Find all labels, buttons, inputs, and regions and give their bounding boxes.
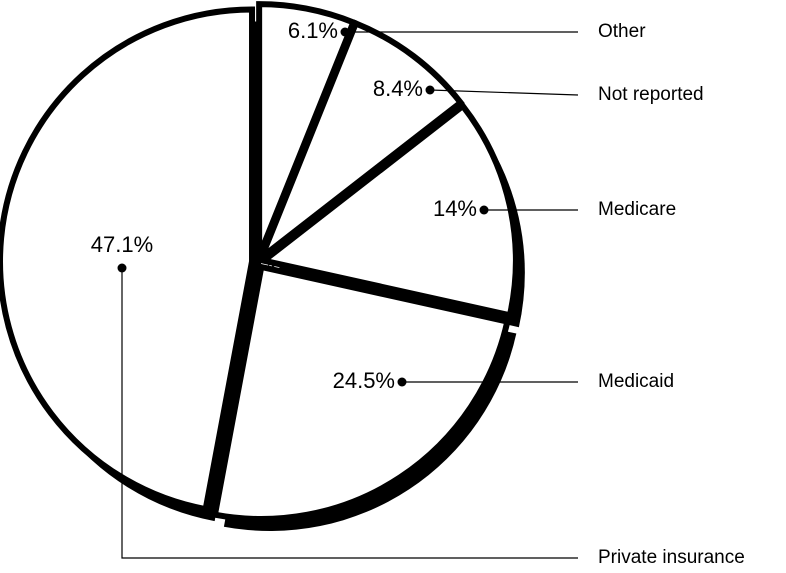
category-label: Private insurance xyxy=(598,547,745,568)
category-label: Not reported xyxy=(598,84,704,105)
label-dot xyxy=(425,85,435,95)
label-dot xyxy=(479,205,489,215)
value-label: 47.1% xyxy=(91,232,153,257)
value-label: 14% xyxy=(433,196,477,221)
category-label: Medicaid xyxy=(598,371,674,392)
category-label: Medicare xyxy=(598,199,676,220)
slice xyxy=(0,6,256,513)
slice xyxy=(256,101,519,319)
value-label: 24.5% xyxy=(333,368,395,393)
leader-line xyxy=(429,89,579,96)
value-label: 6.1% xyxy=(288,18,338,43)
leader-line xyxy=(121,268,578,559)
category-label: Other xyxy=(598,21,646,42)
label-dot xyxy=(117,263,127,273)
label-dot xyxy=(397,377,407,387)
value-label: 8.4% xyxy=(373,76,423,101)
slice xyxy=(254,19,465,267)
label-dot xyxy=(340,27,350,37)
slice xyxy=(211,263,511,522)
